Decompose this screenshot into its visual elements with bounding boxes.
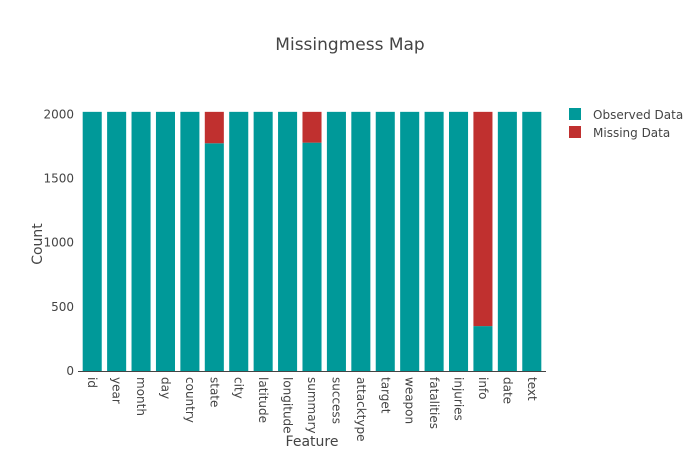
x-axis-title: Feature <box>286 434 339 450</box>
x-tick-label-month: month <box>134 377 148 416</box>
x-tick-label-latitude: latitude <box>256 377 270 423</box>
y-axis-title: Count <box>30 223 46 265</box>
y-tick-label: 500 <box>51 300 74 314</box>
observed-bar-longitude[interactable] <box>278 111 298 371</box>
observed-bar-id[interactable] <box>82 111 102 371</box>
observed-bar-summary[interactable] <box>302 142 322 371</box>
x-tick-label-date: date <box>500 377 514 404</box>
observed-bar-day[interactable] <box>155 111 175 371</box>
x-tick-label-country: country <box>183 377 197 423</box>
x-tick-label-state: state <box>207 377 221 407</box>
legend[interactable]: Observed Data Missing Data <box>569 108 683 140</box>
y-tick-label: 0 <box>66 364 74 378</box>
legend-label-missing[interactable]: Missing Data <box>593 126 670 140</box>
missing-bar-info[interactable] <box>473 111 493 327</box>
x-tick-label-text: text <box>525 377 539 401</box>
observed-bar-month[interactable] <box>131 111 151 371</box>
legend-swatch-observed[interactable] <box>569 108 581 120</box>
y-tick-label: 2000 <box>43 107 74 121</box>
x-tick-label-info: info <box>476 377 490 400</box>
x-tick-label-id: id <box>85 377 99 388</box>
legend-swatch-missing[interactable] <box>569 126 581 138</box>
observed-bar-text[interactable] <box>522 111 542 371</box>
x-tick-label-longitude: longitude <box>281 377 295 434</box>
observed-bar-country[interactable] <box>180 111 200 371</box>
missing-bar-state[interactable] <box>204 111 224 144</box>
x-tick-label-attacktype: attacktype <box>354 377 368 441</box>
plot-area: 0 500 1000 1500 2000 id year month day country sta… <box>43 107 546 441</box>
x-tick-label-injuries: injuries <box>452 377 466 421</box>
observed-bar-attacktype[interactable] <box>351 111 371 371</box>
observed-bar-year[interactable] <box>107 111 127 371</box>
observed-bar-date[interactable] <box>497 111 517 371</box>
missing-bar-summary[interactable] <box>302 111 322 143</box>
legend-label-observed[interactable]: Observed Data <box>593 108 683 122</box>
observed-bar-info[interactable] <box>473 326 493 371</box>
x-tick-label-summary: summary <box>305 377 319 434</box>
chart-title: Missingmess Map <box>275 35 424 55</box>
observed-bar-success[interactable] <box>326 111 346 371</box>
observed-bar-state[interactable] <box>204 143 224 371</box>
observed-bar-city[interactable] <box>229 111 249 371</box>
observed-bar-latitude[interactable] <box>253 111 273 371</box>
x-tick-label-year: year <box>110 377 124 404</box>
observed-bar-injuries[interactable] <box>449 111 469 371</box>
observed-bar-fatalities[interactable] <box>424 111 444 371</box>
y-tick-label: 1500 <box>43 172 74 186</box>
x-tick-label-weapon: weapon <box>403 377 417 424</box>
x-tick-label-fatalities: fatalities <box>427 377 441 429</box>
x-tick-label-success: success <box>329 377 343 424</box>
y-tick-label: 1000 <box>43 236 74 250</box>
x-tick-label-city: city <box>232 377 246 399</box>
x-tick-label-target: target <box>378 377 392 414</box>
observed-bar-weapon[interactable] <box>400 111 420 371</box>
x-tick-label-day: day <box>158 377 172 399</box>
observed-bar-target[interactable] <box>375 111 395 371</box>
